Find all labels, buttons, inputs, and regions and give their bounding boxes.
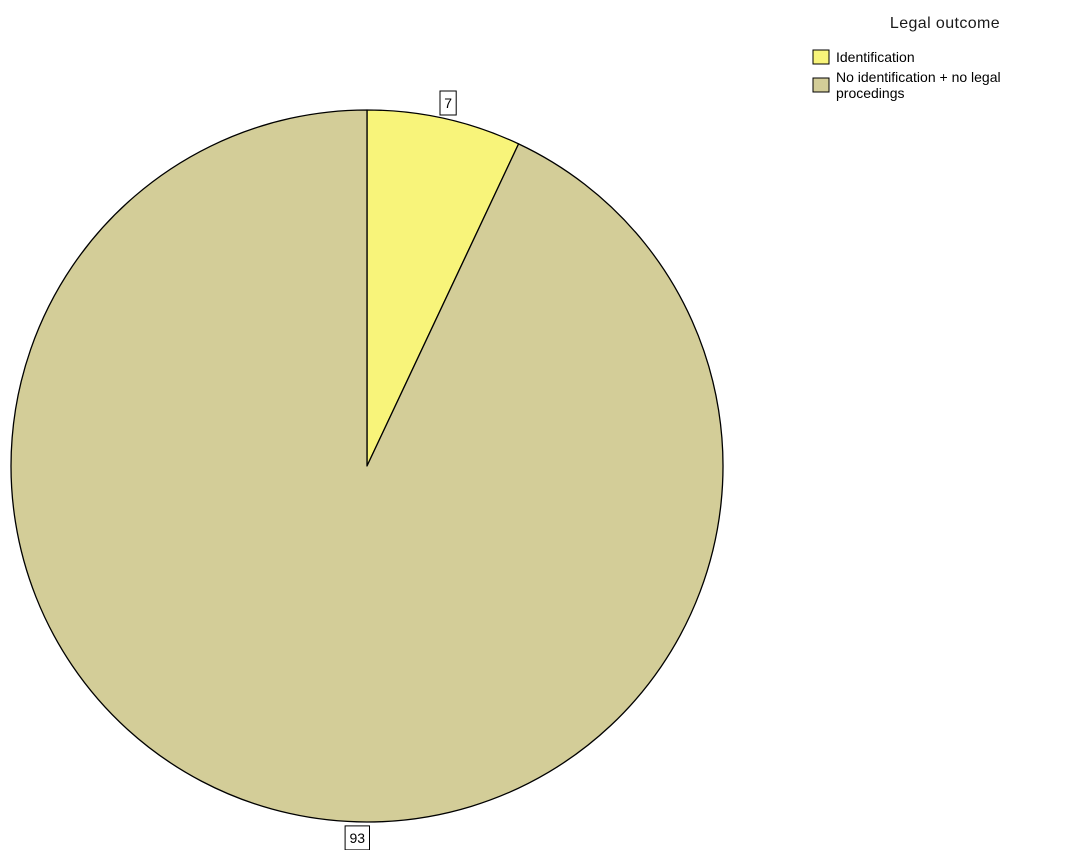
- data-label-text: 7: [444, 95, 452, 111]
- data-label-box: [439, 90, 457, 116]
- pie-slices: [10, 109, 724, 823]
- legend-label: Identification: [836, 49, 915, 65]
- pie-slice-identification: [366, 109, 520, 467]
- pie-slice-no-identification-no-legal-procedings: [10, 109, 724, 823]
- legend-swatch: [812, 77, 830, 93]
- legend: Legal outcome Identification No identific…: [812, 15, 1001, 101]
- pie-data-labels: 7 93: [344, 90, 457, 851]
- data-label-no-identification-no-legal-procedings: 93: [344, 825, 371, 851]
- legend-title: Legal outcome: [890, 15, 1000, 32]
- legend-item-no-identification-no-legal-procedings: No identification + no legal procedings: [812, 69, 1001, 101]
- legend-item-identification: Identification: [812, 49, 915, 65]
- data-label-identification: 7: [439, 90, 457, 116]
- data-label-text: 93: [350, 830, 366, 846]
- legend-swatch: [812, 49, 830, 65]
- legend-label: No identification + no legal procedings: [836, 69, 1001, 101]
